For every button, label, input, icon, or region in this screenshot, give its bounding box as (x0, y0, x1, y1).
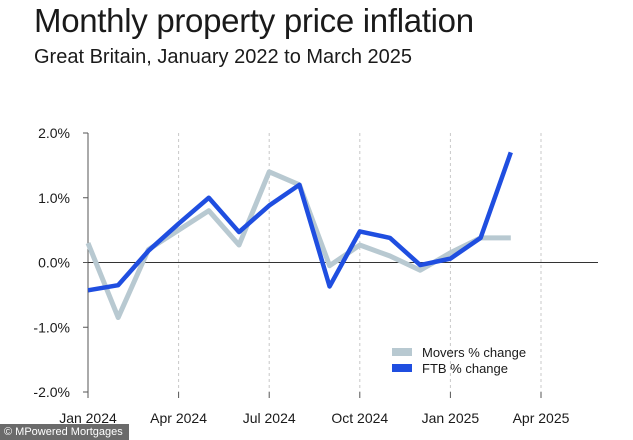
y-tick-label: 0.0% (38, 255, 70, 271)
y-tick-label: -2.0% (33, 384, 70, 400)
x-tick-label: Jul 2024 (243, 410, 296, 426)
legend-label: FTB % change (422, 361, 508, 376)
y-tick-label: -1.0% (33, 319, 70, 335)
x-tick-label: Apr 2025 (513, 410, 570, 426)
y-axis-ticks: 2.0% 1.0% 0.0% -1.0% -2.0% (33, 125, 88, 400)
series-line-movers (85, 169, 511, 321)
x-axis-ticks: Jan 2024 Apr 2024 Jul 2024 Oct 2024 Jan 2025… (59, 392, 570, 426)
x-tick-label: Jan 2025 (422, 410, 480, 426)
legend-label: Movers % change (422, 345, 526, 360)
chart-subtitle: Great Britain, January 2022 to March 202… (34, 46, 412, 68)
x-tick-label: Apr 2024 (150, 410, 207, 426)
y-tick-label: 1.0% (38, 190, 70, 206)
series-line-ftb (87, 151, 513, 293)
x-tick-label: Jan 2024 (59, 410, 117, 426)
series-lines (85, 151, 513, 321)
chart-title: Monthly property price inflation (34, 2, 474, 39)
image-credit: © MPowered Mortgages (0, 424, 129, 440)
y-tick-label: 2.0% (38, 125, 70, 141)
x-tick-label: Oct 2024 (331, 410, 388, 426)
